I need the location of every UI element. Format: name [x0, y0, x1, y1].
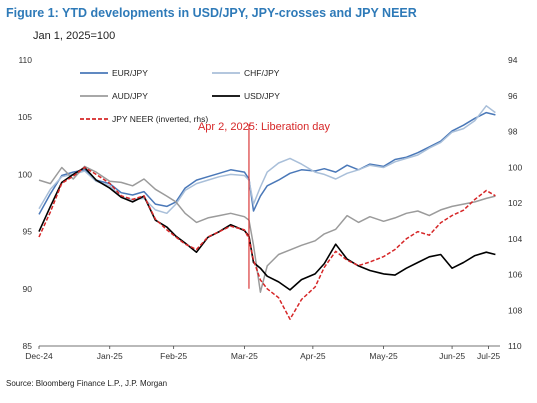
right-y-tick-label: 98 [508, 127, 518, 137]
x-tick-label: Jul-25 [477, 351, 500, 361]
right-y-tick-label: 110 [508, 341, 522, 351]
left-y-tick-label: 105 [18, 112, 32, 122]
series-line-aud-jpy [38, 165, 496, 293]
left-y-tick-label: 90 [23, 284, 33, 294]
right-y-tick-label: 104 [508, 234, 522, 244]
right-y-tick-label: 106 [508, 270, 522, 280]
legend-label: EUR/JPY [112, 68, 148, 78]
legend-label: CHF/JPY [244, 68, 280, 78]
x-tick-label: Feb-25 [160, 351, 187, 361]
legend: EUR/JPY CHF/JPY AUD/JPY USD/JPY JPY NEER (in… [80, 68, 280, 124]
legend-label: JPY NEER (inverted, rhs) [112, 114, 208, 124]
x-tick-label: Mar-25 [231, 351, 258, 361]
x-tick-label: Jun-25 [439, 351, 465, 361]
x-tick-label: Apr-25 [300, 351, 326, 361]
series-line-jpy-neer-inverted-rhs [38, 166, 496, 320]
right-y-tick-label: 94 [508, 55, 518, 65]
liberation-day-label: Apr 2, 2025: Liberation day [198, 121, 331, 133]
left-y-tick-label: 110 [18, 55, 32, 65]
series-line-eur-jpy [38, 111, 496, 215]
source-note: Source: Bloomberg Finance L.P., J.P. Mor… [6, 379, 168, 388]
legend-label: USD/JPY [244, 91, 280, 101]
series-line-usd-jpy [38, 166, 496, 291]
right-y-tick-label: 102 [508, 198, 522, 208]
left-y-tick-label: 95 [23, 227, 33, 237]
series-lines [38, 105, 496, 320]
figure-title: Figure 1: YTD developments in USD/JPY, J… [6, 6, 417, 20]
legend-label: AUD/JPY [112, 91, 148, 101]
x-tick-label: May-25 [369, 351, 398, 361]
left-y-tick-label: 85 [23, 341, 33, 351]
left-axis-unit-label: Jan 1, 2025=100 [33, 30, 116, 42]
left-y-tick-label: 100 [18, 169, 32, 179]
x-tick-label: Dec-24 [25, 351, 53, 361]
right-y-tick-label: 108 [508, 305, 522, 315]
right-y-tick-label: 100 [508, 162, 522, 172]
axes: Dec-24 Jan-25 Feb-25 Mar-25 Apr-25 May-25 Jun-… [18, 55, 523, 361]
right-y-tick-label: 96 [508, 91, 518, 101]
x-tick-label: Jan-25 [97, 351, 123, 361]
annotation: Apr 2, 2025: Liberation day [198, 121, 331, 289]
